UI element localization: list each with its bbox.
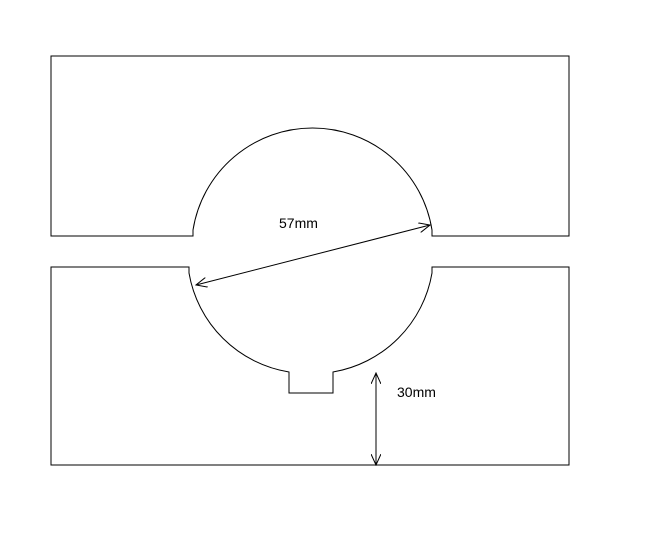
upper-clamp-half [50,55,570,237]
lower-clamp-half [50,266,570,466]
diameter-label: 57mm [279,215,318,231]
height-label: 30mm [397,384,436,400]
diameter-dimension-arrow [196,225,430,285]
